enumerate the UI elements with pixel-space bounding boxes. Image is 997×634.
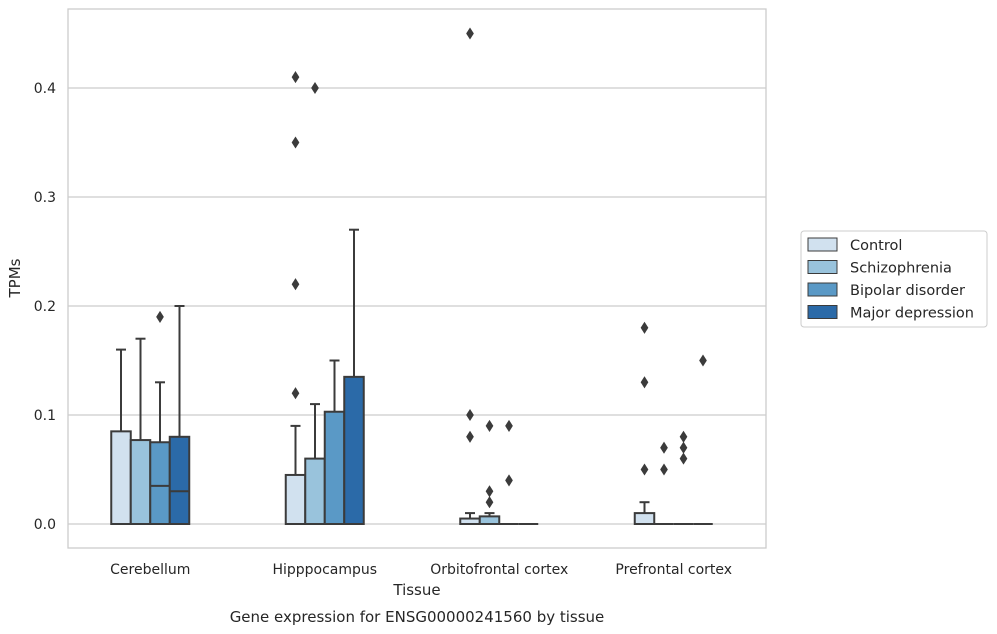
y-tick-label: 0.4: [34, 81, 56, 97]
box-plots: [110, 27, 713, 526]
box-rect: [343, 375, 365, 525]
box-group: [654, 441, 674, 525]
box-group: [168, 305, 191, 525]
x-tick-label: Orbitofrontal cortex: [430, 562, 568, 578]
outlier-marker: [156, 310, 164, 323]
box-group: [323, 359, 346, 526]
outlier-marker: [699, 354, 707, 367]
outlier-marker: [291, 71, 300, 84]
outlier-marker: [466, 430, 474, 443]
y-tick-label: 0.0: [34, 517, 56, 533]
outlier-marker: [640, 376, 649, 389]
chart-title: Gene expression for ENSG00000241560 by t…: [230, 608, 605, 626]
outlier-marker: [679, 452, 688, 465]
outlier-marker: [640, 321, 649, 334]
outlier-marker: [485, 485, 494, 498]
box-rect: [459, 517, 481, 525]
y-tick-label: 0.2: [34, 299, 56, 315]
outlier-marker: [466, 27, 474, 40]
box-group: [284, 71, 307, 526]
legend-label: Control: [850, 238, 902, 254]
box-group: [693, 354, 713, 525]
legend: Control Schizophrenia Bipolar disorder Majo…: [800, 230, 988, 328]
outlier-marker: [485, 496, 494, 509]
x-tick-label: Prefrontal cortex: [615, 562, 732, 578]
box-group: [343, 228, 365, 525]
box-rect: [129, 439, 152, 526]
outlier-marker: [679, 430, 688, 443]
box-group: [673, 430, 694, 525]
box-rect: [478, 515, 501, 525]
outlier-marker: [505, 474, 513, 487]
box-group: [110, 348, 132, 526]
outlier-marker: [291, 136, 300, 149]
box-group: [478, 419, 501, 525]
legend-swatch: [807, 237, 838, 252]
outlier-marker: [311, 81, 319, 95]
legend-frame: [800, 230, 988, 328]
legend-label: Bipolar disorder: [850, 283, 965, 299]
box-rect: [284, 473, 307, 526]
x-tick-label: Hipppocampus: [272, 562, 377, 578]
outlier-marker: [291, 278, 300, 291]
box-rect: [323, 410, 346, 526]
outlier-marker: [660, 463, 668, 476]
box-rect: [110, 430, 132, 526]
x-axis-label: Tissue: [392, 581, 440, 599]
outlier-marker: [485, 419, 494, 432]
box-group: [149, 310, 171, 525]
x-tick-label: Cerebellum: [110, 562, 190, 578]
box-group: [304, 81, 326, 526]
outlier-marker: [466, 408, 474, 422]
box-group: [633, 321, 656, 525]
box-rect: [149, 441, 171, 525]
box-rect: [633, 512, 656, 525]
legend-label: Major depression: [850, 306, 974, 322]
outlier-marker: [640, 463, 649, 476]
box-group: [499, 419, 519, 525]
outlier-marker: [505, 419, 513, 432]
y-tick-label: 0.1: [34, 408, 56, 424]
box-rect: [168, 435, 191, 525]
plot-frame: [67, 8, 767, 549]
outlier-marker: [660, 441, 668, 454]
y-tick-label: 0.3: [34, 190, 56, 206]
box-group: [129, 337, 152, 526]
outlier-marker: [291, 387, 300, 400]
box-rect: [304, 457, 326, 526]
outlier-marker: [679, 441, 688, 454]
box-group: [459, 27, 481, 525]
legend-label: Schizophrenia: [850, 261, 952, 277]
y-axis-label: TPMs: [6, 258, 24, 298]
legend-items: Control Schizophrenia Bipolar disorder Majo…: [807, 237, 974, 322]
legend-swatch: [807, 260, 838, 274]
legend-swatch: [807, 282, 838, 297]
x-tick-labels: Cerebellum Hipppocampus Orbitofrontal cort…: [110, 562, 732, 578]
y-tick-labels: 0.0 0.1 0.2 0.3 0.4: [34, 81, 56, 533]
legend-swatch: [807, 305, 838, 319]
